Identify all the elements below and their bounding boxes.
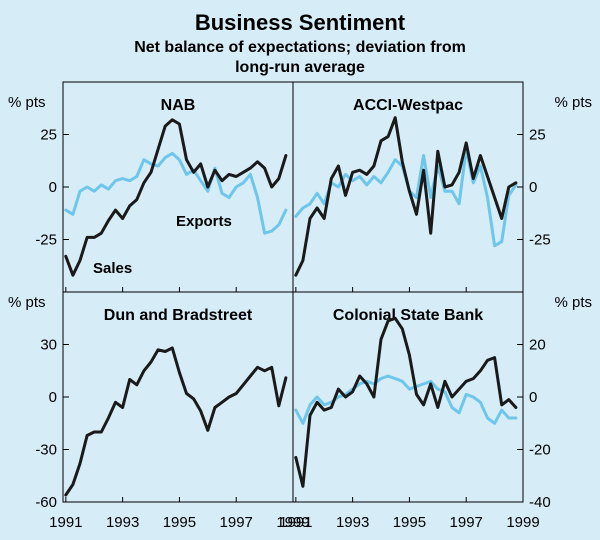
x-tick-label: 1999 (276, 514, 309, 531)
x-tick-label: 1993 (336, 514, 369, 531)
annotation-label: Exports (176, 213, 232, 230)
chart-subtitle-line2: long-run average (235, 59, 365, 76)
y-tick-label: 0 (49, 389, 57, 406)
x-tick-label: 1993 (106, 514, 139, 531)
y-tick-label: -20 (529, 442, 551, 459)
y-unit-label: % pts (8, 94, 46, 111)
x-tick-label: 1995 (393, 514, 426, 531)
series-line-total (294, 116, 518, 277)
series-line-sales (64, 118, 288, 277)
y-tick-label: -60 (35, 494, 57, 511)
x-tick-label: 1991 (279, 514, 312, 531)
y-tick-label: -40 (529, 494, 551, 511)
y-tick-label: 0 (529, 179, 537, 196)
panel-title: ACCI-Westpac (353, 97, 463, 114)
panel-title: Colonial State Bank (333, 307, 483, 324)
x-tick-label: 1991 (49, 514, 82, 531)
y-tick-label: 30 (40, 337, 57, 354)
y-tick-label: -25 (35, 232, 57, 249)
y-unit-label: % pts (554, 294, 592, 311)
series-line-total (294, 316, 518, 488)
y-tick-label: -25 (529, 232, 551, 249)
y-tick-label: 0 (529, 389, 537, 406)
y-tick-label: -30 (35, 442, 57, 459)
chart-title: Business Sentiment (195, 10, 406, 35)
x-tick-label: 1997 (450, 514, 483, 531)
chart-subtitle-line1: Net balance of expectations; deviation f… (134, 39, 466, 56)
panel-title: NAB (161, 97, 196, 114)
annotation-label: Sales (93, 260, 132, 277)
y-unit-label: % pts (8, 294, 46, 311)
y-tick-label: 25 (40, 127, 57, 144)
y-tick-label: 25 (529, 127, 546, 144)
series-line-total (64, 346, 288, 497)
y-tick-label: 20 (529, 337, 546, 354)
y-unit-label: % pts (554, 94, 592, 111)
panel-title: Dun and Bradstreet (104, 307, 253, 324)
x-tick-label: 1997 (220, 514, 253, 531)
plot-layer: -25 0 25 % pts NAB Exports Sales -25 0 25 % pts ACC… (8, 81, 592, 531)
x-tick-label: 1999 (506, 514, 539, 531)
x-tick-label: 1995 (163, 514, 196, 531)
series-line-secondary (294, 374, 518, 425)
y-tick-label: 0 (49, 179, 57, 196)
series-line-exports (64, 151, 288, 235)
